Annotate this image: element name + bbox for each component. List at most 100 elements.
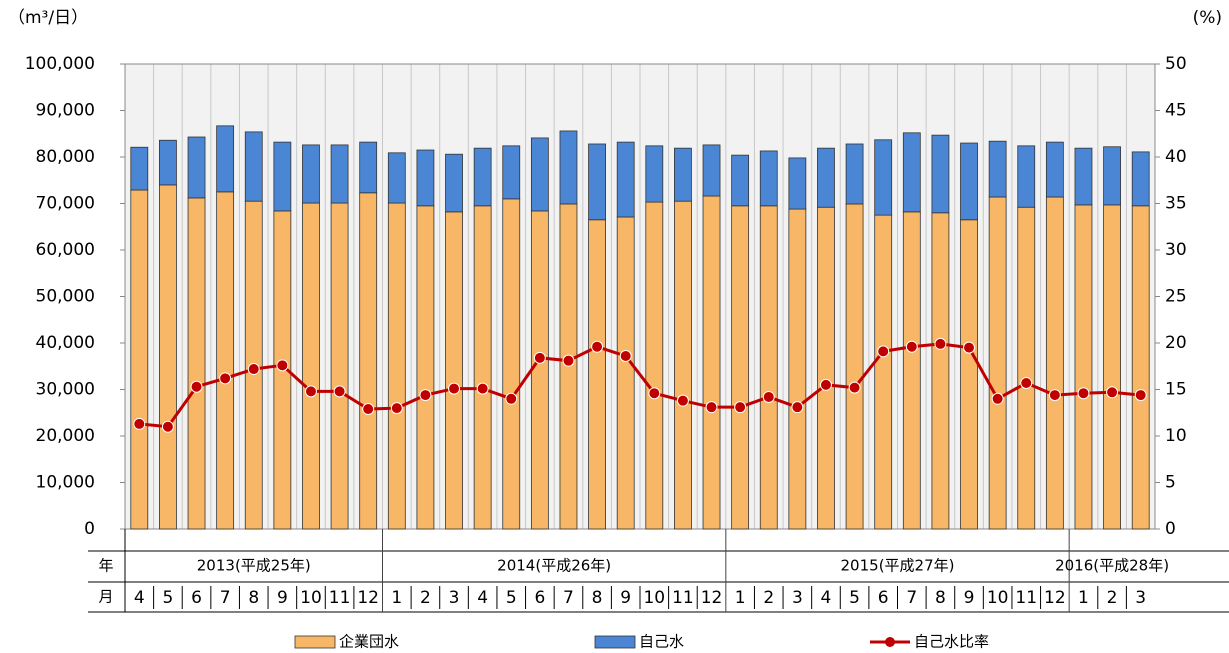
bar [387,202,406,530]
bar [674,200,692,530]
bar [216,125,235,193]
bar [931,134,950,214]
y-tick-label: 100,000 [25,54,95,74]
bar [1017,206,1036,530]
line-marker [819,378,832,391]
bar [502,198,521,530]
bar [645,201,664,530]
y-axis-label: （m³/日） [8,8,88,28]
line-marker [133,417,146,430]
bar [1131,151,1150,207]
bar [216,191,235,530]
x-tick-label: 11 [672,588,694,608]
x-tick-label: 4 [134,588,145,608]
bar [788,208,807,530]
bar [273,141,292,212]
line-marker [533,351,546,364]
y-tick-label: 40,000 [36,333,95,353]
bar [988,196,1007,530]
bar [588,143,606,221]
line-marker [448,382,461,395]
bar [187,136,206,199]
year-row-label: 年 [98,557,113,575]
line-marker [304,385,317,398]
x-tick-label: 4 [821,588,832,608]
y2-tick-label: 25 [1165,287,1187,307]
y2-tick-label: 45 [1165,101,1187,121]
y2-tick-label: 35 [1165,194,1187,214]
line-marker [1048,389,1061,402]
bar [359,141,378,194]
y2-tick-label: 0 [1165,519,1176,539]
bar [1074,147,1093,206]
line-marker [1134,389,1147,402]
bar [1045,196,1064,530]
x-tick-label: 10 [987,588,1009,608]
x-tick-label: 7 [220,588,231,608]
x-tick-label: 3 [1135,588,1146,608]
line-marker [848,381,861,394]
y-tick-label: 20,000 [36,426,95,446]
y2-tick-label: 40 [1165,147,1187,167]
bar [445,153,463,213]
legend-label: 企業団水 [339,633,399,651]
line-marker [791,401,804,414]
line-marker [905,340,918,353]
bar [845,203,864,530]
line-marker [562,354,575,367]
bar [731,154,750,207]
bar [674,147,692,202]
bar [874,139,893,216]
year-label: 2016(平成28年) [1055,557,1169,575]
y2-tick-label: 10 [1165,426,1187,446]
y2-axis-label: (%) [1193,8,1222,28]
x-tick-label: 10 [300,588,322,608]
bar [359,192,378,530]
line [139,342,1141,429]
bar [302,202,320,530]
bar [817,147,835,208]
y2-tick-label: 5 [1165,473,1176,493]
x-tick-label: 9 [620,588,631,608]
bar [1103,146,1121,206]
line-marker [734,401,747,414]
y-tick-label: 30,000 [36,380,95,400]
bar [759,205,778,530]
x-tick-label: 1 [391,588,402,608]
bar [559,130,578,205]
year-label: 2014(平成26年) [497,557,611,575]
x-tick-label: 5 [163,588,174,608]
bar [330,144,349,204]
line-marker [219,372,232,385]
x-tick-label: 1 [1078,588,1089,608]
year-label: 2015(平成27年) [841,557,955,575]
bar [530,137,549,212]
x-tick-label: 3 [792,588,803,608]
x-tick-label: 12 [357,588,379,608]
line-marker [362,403,375,416]
bar [473,147,492,207]
bar [588,219,606,530]
x-tick-label: 7 [563,588,574,608]
x-tick-label: 11 [329,588,351,608]
bar [874,214,893,530]
bar [530,210,549,530]
line-marker [333,385,346,398]
line-marker [276,359,289,372]
line-marker [1020,376,1033,389]
bar [473,205,492,530]
bar [960,142,978,221]
y2-tick-label: 20 [1165,333,1187,353]
bar [616,216,635,530]
x-tick-label: 6 [878,588,889,608]
x-tick-label: 12 [701,588,723,608]
month-row-label: 月 [98,588,113,606]
bar [616,141,635,218]
line-marker [190,380,203,393]
x-tick-label: 5 [506,588,517,608]
bar [130,189,149,530]
bar [416,205,435,530]
x-tick-label: 2 [420,588,431,608]
bar [960,219,978,530]
